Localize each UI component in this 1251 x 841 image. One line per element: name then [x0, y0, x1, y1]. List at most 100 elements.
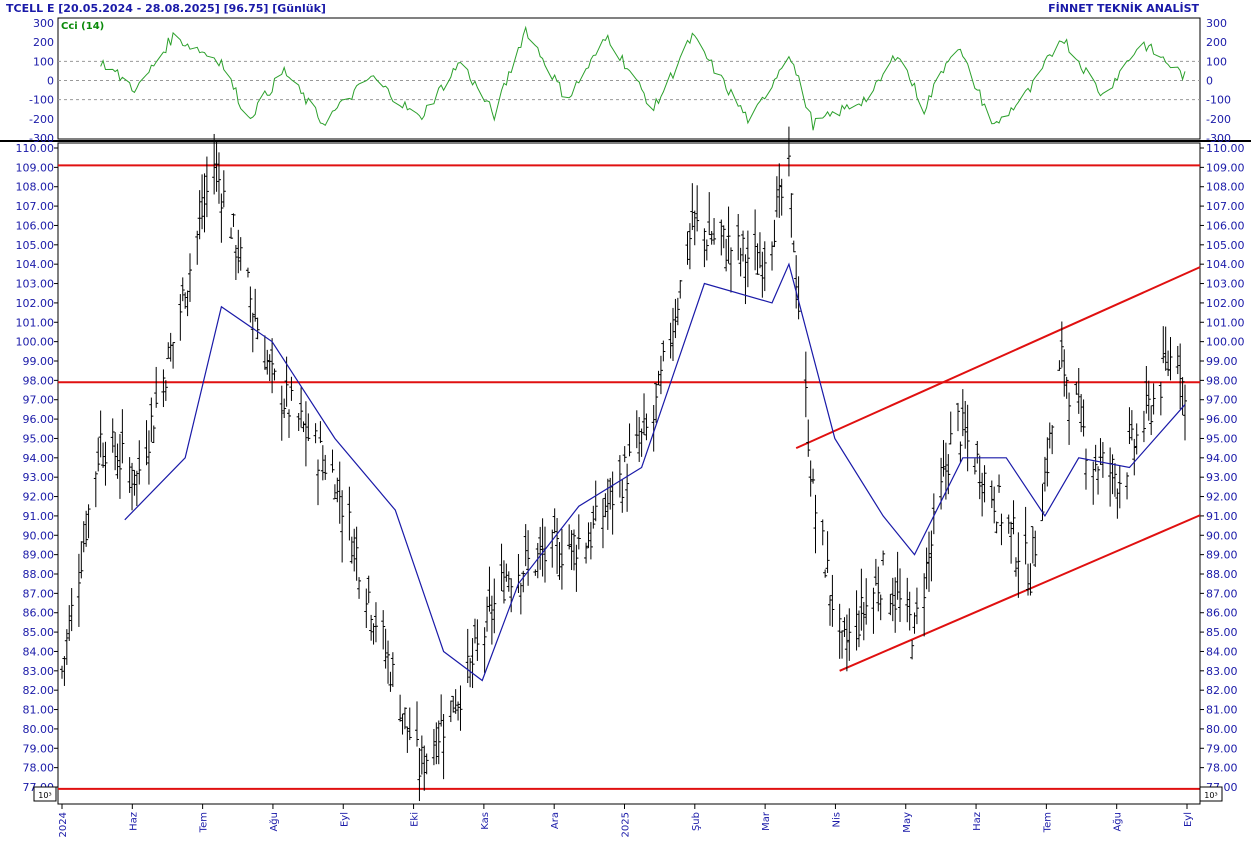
- ohlc-bar: [270, 338, 275, 394]
- ohlc-bar: [806, 419, 811, 457]
- ohlc-bar: [777, 163, 782, 218]
- ohlc-bar: [306, 413, 311, 442]
- ohlc-bar: [736, 214, 741, 261]
- ohlc-bar: [861, 602, 866, 641]
- ohlc-bar: [910, 640, 915, 660]
- ohlc-bar: [183, 292, 188, 309]
- ohlc-bar: [955, 402, 960, 432]
- ohlc-bar: [929, 530, 934, 582]
- ohlc-bar: [115, 443, 120, 479]
- ohlc-bar: [830, 574, 835, 627]
- ohlc-bar: [881, 550, 886, 566]
- price-tick-label-right: 87.00: [1206, 587, 1238, 600]
- price-tick-label-right: 100.00: [1206, 336, 1245, 349]
- price-tick-label-left: 82.00: [23, 684, 55, 697]
- cci-tick-label-right: 100: [1206, 55, 1227, 68]
- ohlc-bar: [221, 170, 226, 208]
- ohlc-bar: [726, 206, 731, 264]
- ohlc-bar: [844, 614, 849, 672]
- ohlc-bar: [330, 449, 335, 473]
- ohlc-bar: [1180, 377, 1185, 416]
- price-tick-label-left: 107.00: [16, 200, 55, 213]
- ohlc-bar: [912, 612, 917, 634]
- ohlc-bar: [943, 442, 948, 500]
- x-tick-label: 2024: [58, 812, 69, 837]
- ohlc-bar: [905, 577, 910, 623]
- price-tick-label-left: 95.00: [23, 432, 55, 445]
- ohlc-bar: [96, 437, 101, 472]
- ohlc-bar: [847, 608, 852, 661]
- price-tick-label-left: 106.00: [16, 219, 55, 232]
- ohlc-bar: [320, 445, 325, 481]
- ohlc-bar: [651, 405, 656, 452]
- x-tick-label: Kas: [480, 812, 491, 830]
- ohlc-bar: [1011, 500, 1016, 535]
- price-tick-label-right: 88.00: [1206, 568, 1238, 581]
- price-tick-label-right: 95.00: [1206, 432, 1238, 445]
- ohlc-bar: [289, 376, 294, 401]
- price-tick-label-right: 103.00: [1206, 278, 1245, 291]
- ohlc-bar: [417, 748, 422, 802]
- ohlc-bar: [236, 229, 241, 274]
- ohlc-bar: [287, 409, 292, 438]
- ohlc-bar: [707, 192, 712, 236]
- ohlc-bar: [110, 418, 115, 453]
- ohlc-bar: [248, 286, 253, 323]
- price-tick-label-right: 91.00: [1206, 510, 1238, 523]
- price-tick-label-right: 98.00: [1206, 374, 1238, 387]
- ohlc-bar: [1013, 557, 1018, 577]
- ohlc-bar: [448, 700, 453, 723]
- ohlc-bar: [789, 193, 794, 238]
- ohlc-bar: [1183, 384, 1187, 441]
- ohlc-bar: [180, 277, 185, 302]
- price-tick-label-right: 109.00: [1206, 161, 1245, 174]
- ohlc-bar: [779, 178, 784, 216]
- ohlc-bar: [965, 404, 970, 472]
- ohlc-bar: [405, 726, 410, 753]
- price-tick-label-left: 85.00: [23, 626, 55, 639]
- ohlc-bar: [907, 591, 912, 631]
- price-tick-label-left: 81.00: [23, 704, 55, 717]
- cci-tick-label-left: 100: [33, 55, 54, 68]
- ohlc-bar: [786, 126, 791, 177]
- ohlc-bar: [1146, 380, 1151, 421]
- ohlc-bar: [625, 463, 630, 512]
- ohlc-bar: [1144, 366, 1149, 414]
- ohlc-bar: [753, 209, 758, 271]
- x-tick-label: Haz: [128, 812, 139, 831]
- ohlc-bar: [673, 298, 678, 339]
- ohlc-bar: [760, 251, 765, 298]
- ohlc-bar: [453, 689, 458, 714]
- ohlc-bar: [441, 714, 446, 780]
- ohlc-bar: [977, 455, 982, 500]
- ohlc-bar: [888, 593, 893, 616]
- ohlc-bar: [642, 393, 647, 435]
- ohlc-bar: [487, 566, 492, 612]
- price-tick-label-right: 81.00: [1206, 704, 1238, 717]
- ohlc-bar: [719, 219, 724, 256]
- price-tick-label-right: 80.00: [1206, 723, 1238, 736]
- ohlc-bar: [1149, 405, 1154, 436]
- price-tick-label-left: 98.00: [23, 374, 55, 387]
- ohlc-bar: [79, 541, 84, 579]
- ohlc-bar: [695, 185, 700, 232]
- ohlc-bar: [127, 457, 132, 493]
- ohlc-bar: [588, 522, 593, 560]
- ohlc-bar: [419, 735, 424, 775]
- ohlc-bar: [434, 722, 439, 765]
- ohlc-bar: [958, 441, 963, 463]
- ohlc-bar: [472, 618, 477, 644]
- ohlc-bar: [704, 239, 709, 261]
- ohlc-bar: [282, 398, 287, 419]
- ohlc-bar: [482, 627, 487, 674]
- ohlc-bar: [772, 219, 777, 248]
- ohlc-bar: [315, 459, 320, 506]
- ohlc-bar: [864, 578, 869, 625]
- ohlc-bar: [1127, 407, 1132, 445]
- x-tick-label: Eyl: [1183, 812, 1194, 827]
- ohlc-bar: [745, 230, 750, 288]
- ohlc-bar: [1110, 454, 1115, 495]
- ohlc-bar: [600, 498, 605, 549]
- ohlc-bar: [540, 518, 545, 577]
